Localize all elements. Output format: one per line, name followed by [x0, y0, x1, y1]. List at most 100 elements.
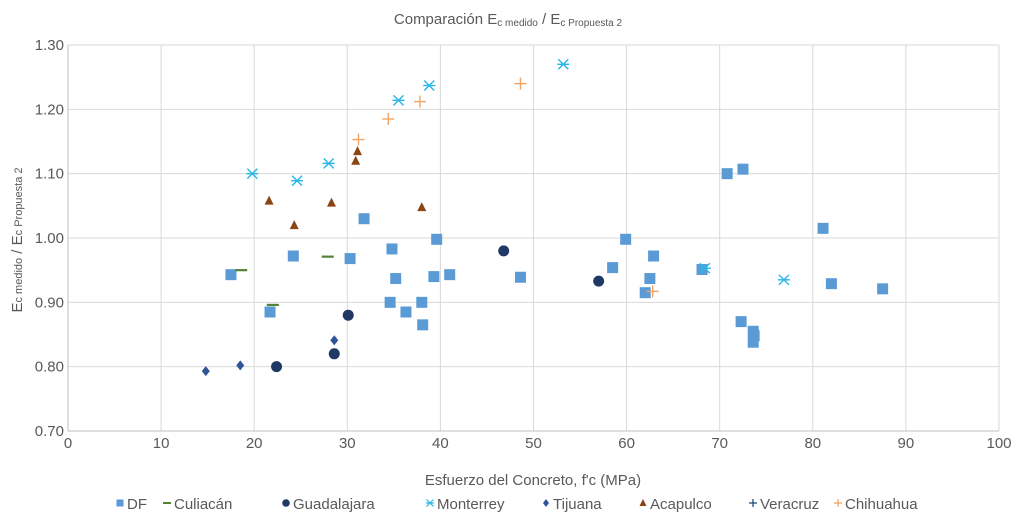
point-df: [648, 250, 660, 262]
y-axis-title: Ec medido / Ec Propuesta 2: [9, 167, 26, 312]
marker-stroke: [291, 175, 303, 187]
point-chihuahua: [413, 95, 426, 108]
legend-marker: [426, 499, 434, 507]
point-df: [390, 273, 402, 285]
point-guadalajara: [342, 309, 354, 321]
point-monterrey: [392, 94, 405, 106]
legend-label: Tijuana: [553, 496, 602, 513]
axes: [67, 45, 999, 432]
y-tick-label: 1.10: [35, 166, 64, 183]
point-guadalajara: [271, 361, 283, 373]
point-monterrey: [423, 80, 436, 92]
x-tick-label: 90: [898, 435, 915, 452]
chart-title-main: Comparación E: [394, 11, 497, 28]
point-chihuahua: [382, 112, 395, 125]
x-axis-title: Esfuerzo del Concreto, f'c (MPa): [425, 472, 641, 489]
legend-item-df: DF: [116, 496, 147, 513]
point-monterrey: [246, 168, 259, 180]
marker-stroke: [426, 499, 434, 507]
point-chihuahua: [646, 285, 659, 298]
y-tick-label: 0.90: [35, 294, 64, 311]
legend-label: Chihuahua: [845, 496, 918, 513]
legend-marker: [639, 499, 647, 506]
series-acapulco: [264, 146, 427, 230]
point-monterrey: [322, 157, 335, 169]
point-df: [444, 269, 456, 281]
point-df: [721, 168, 733, 180]
point-acapulco: [289, 220, 299, 230]
chart-title-sub1: c medido: [497, 18, 538, 29]
point-df: [384, 296, 396, 308]
point-guadalajara: [328, 348, 340, 360]
point-df: [696, 264, 708, 276]
chart-title-sub2: c Propuesta 2: [560, 18, 622, 29]
point-acapulco: [353, 146, 363, 156]
point-acapulco: [326, 197, 336, 207]
legend-item-acapulco: Acapulco: [639, 496, 712, 513]
point-df: [607, 262, 619, 274]
legend-label: Monterrey: [437, 496, 505, 513]
point-acapulco: [417, 202, 427, 212]
point-acapulco: [264, 195, 274, 205]
point-df: [431, 233, 443, 245]
legend-marker: [543, 499, 549, 507]
series-guadalajara: [271, 245, 605, 373]
y-axis-title-b: c medido: [13, 258, 25, 303]
legend-label: Culiacán: [174, 496, 232, 513]
data-points: [201, 58, 889, 377]
point-tijuana: [201, 366, 210, 377]
y-tick-label: 1.20: [35, 101, 64, 118]
legend-marker: [116, 499, 124, 507]
point-df: [416, 296, 428, 308]
marker-stroke: [423, 80, 435, 92]
point-monterrey: [777, 274, 790, 286]
point-df: [264, 306, 276, 318]
point-df: [386, 243, 398, 255]
legend-item-veracruz: Veracruz: [749, 496, 819, 513]
point-acapulco: [351, 155, 361, 165]
chart-title: Comparación Ec medido / Ec Propuesta 2: [394, 11, 623, 29]
legend-marker: [749, 499, 757, 507]
y-tick-labels: 0.70 0.80 0.90 1.00 1.10 1.20 1.30: [35, 37, 64, 440]
x-tick-label: 40: [432, 435, 449, 452]
point-df: [737, 163, 749, 175]
legend-label: Veracruz: [760, 496, 819, 513]
point-tijuana: [236, 360, 245, 371]
y-axis-title-a: E: [9, 303, 26, 313]
x-tick-label: 20: [246, 435, 263, 452]
point-df: [825, 278, 837, 290]
series-monterrey: [246, 58, 790, 286]
marker-stroke: [699, 262, 711, 274]
point-df: [620, 233, 632, 245]
point-df: [514, 271, 526, 283]
point-chihuahua: [514, 77, 527, 90]
x-tick-label: 100: [986, 435, 1011, 452]
point-chihuahua: [352, 133, 365, 146]
point-guadalajara: [593, 275, 605, 287]
point-df: [287, 250, 299, 262]
marker-stroke: [557, 58, 569, 70]
point-df: [747, 336, 759, 348]
point-df: [225, 269, 237, 281]
x-tick-label: 30: [339, 435, 356, 452]
marker-stroke: [323, 157, 335, 169]
series-df: [225, 163, 889, 348]
series-culiacan: [235, 255, 334, 307]
legend-label: DF: [127, 496, 147, 513]
point-monterrey: [557, 58, 570, 70]
legend: DF Culiacán Guadalajara Monterrey Tijuana Aca…: [116, 496, 918, 513]
point-tijuana: [330, 335, 339, 346]
x-tick-label: 80: [804, 435, 821, 452]
y-tick-label: 1.30: [35, 37, 64, 54]
x-tick-label: 60: [618, 435, 635, 452]
marker-stroke: [393, 94, 404, 106]
x-tick-label: 50: [525, 435, 542, 452]
point-df: [748, 330, 760, 342]
point-guadalajara: [498, 245, 510, 257]
point-monterrey: [291, 175, 304, 187]
chart-title-sep: / E: [538, 11, 561, 28]
series-tijuana: [201, 335, 339, 377]
point-df: [644, 273, 656, 285]
point-monterrey: [698, 262, 711, 274]
